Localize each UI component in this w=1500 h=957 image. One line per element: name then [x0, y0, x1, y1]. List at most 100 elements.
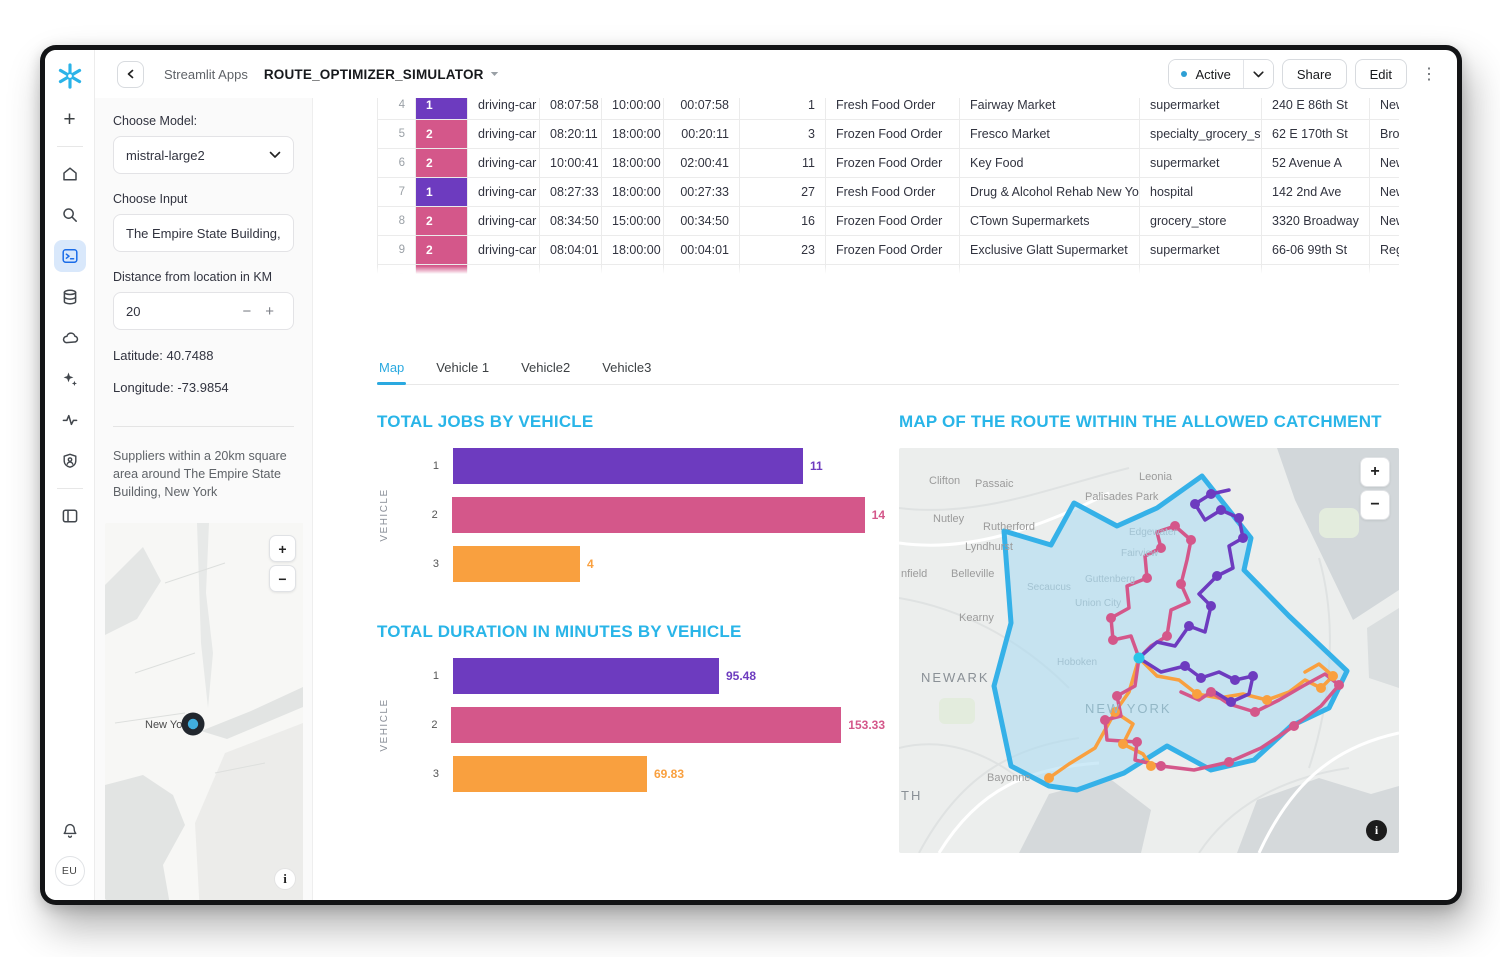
admin-shield-icon[interactable]	[54, 445, 86, 477]
sparkles-ai-icon[interactable]	[54, 363, 86, 395]
table-cell: 9	[377, 235, 416, 265]
minimap-zoom-in-button[interactable]: +	[269, 535, 296, 563]
route-stop-marker[interactable]	[1132, 737, 1142, 747]
bar-row: 3 69.83	[421, 756, 885, 792]
tab-vehicle2[interactable]: Vehicle2	[521, 360, 571, 375]
panel-toggle-icon[interactable]	[54, 500, 86, 532]
more-options-icon[interactable]: ⋮	[1421, 66, 1437, 83]
search-icon[interactable]	[54, 199, 86, 231]
home-icon[interactable]	[54, 158, 86, 190]
route-stop-marker[interactable]	[1328, 671, 1338, 681]
route-stop-marker[interactable]	[1289, 721, 1299, 731]
route-stop-marker[interactable]	[1206, 601, 1216, 611]
route-stop-marker[interactable]	[1206, 687, 1216, 697]
breadcrumb[interactable]: Streamlit Apps	[164, 66, 248, 82]
edit-button[interactable]: Edit	[1354, 59, 1407, 89]
duration-by-vehicle-chart: TOTAL DURATION IN MINUTES BY VEHICLE VEH…	[377, 622, 885, 792]
table-row[interactable]: 6 2 driving-car 10:00:41 18:00:00 02:00:41 11 F…	[377, 148, 1399, 178]
route-stop-marker[interactable]	[1316, 683, 1326, 693]
route-stop-marker[interactable]	[1196, 673, 1206, 683]
table-row[interactable]: 5 2 driving-car 08:20:11 18:00:00 00:20:11 3 Fr…	[377, 119, 1399, 149]
notifications-bell-icon[interactable]	[54, 815, 86, 847]
database-icon[interactable]	[54, 281, 86, 313]
route-stop-marker[interactable]	[1180, 661, 1190, 671]
route-stop-marker[interactable]	[1334, 680, 1344, 690]
route-stop-marker[interactable]	[1230, 675, 1240, 685]
minimap-zoom-out-button[interactable]: −	[269, 565, 296, 593]
route-stop-marker[interactable]	[1106, 613, 1116, 623]
bar-vehicle-2[interactable]	[451, 707, 842, 743]
new-plus-button[interactable]: +	[63, 107, 76, 131]
minimap-info-button[interactable]: i	[274, 868, 296, 890]
sidebar-minimap[interactable]: New Yo + − i	[105, 523, 306, 900]
table-row[interactable]: 7 1 driving-car 08:27:33 18:00:00 00:27:33 27 F…	[377, 177, 1399, 207]
bar-vehicle-3[interactable]	[453, 756, 647, 792]
status-chevron-button[interactable]	[1242, 60, 1273, 88]
route-stop-marker[interactable]	[1044, 773, 1054, 783]
user-avatar[interactable]: EU	[54, 856, 85, 886]
app-title-text: ROUTE_OPTIMIZER_SIMULATOR	[263, 66, 484, 82]
status-split-button[interactable]: Active	[1168, 59, 1274, 89]
location-input[interactable]: The Empire State Building, Ne	[113, 214, 294, 252]
route-stop-marker[interactable]	[1192, 689, 1202, 699]
route-stop-marker[interactable]	[1170, 521, 1180, 531]
bar-vehicle-1[interactable]	[453, 448, 803, 484]
distance-stepper[interactable]: 20 − +	[113, 292, 294, 330]
back-button[interactable]	[117, 60, 144, 88]
route-stop-marker[interactable]	[1262, 695, 1272, 705]
table-cell: 00:20:11	[663, 119, 740, 149]
page-title[interactable]: ROUTE_OPTIMIZER_SIMULATOR	[264, 67, 499, 82]
share-button[interactable]: Share	[1281, 59, 1347, 89]
map-info-button[interactable]: i	[1366, 820, 1387, 841]
route-map[interactable]: Clifton Passaic Leonia Palisades Park Ruther…	[899, 448, 1399, 853]
route-stop-marker[interactable]	[1234, 513, 1244, 523]
bar-vehicle-2[interactable]	[451, 497, 865, 533]
chevron-down-icon	[1253, 70, 1264, 77]
model-select[interactable]: mistral-large2	[113, 136, 294, 174]
cloud-icon[interactable]	[54, 322, 86, 354]
route-stop-marker[interactable]	[1142, 573, 1152, 583]
route-stop-marker[interactable]	[1146, 761, 1156, 771]
route-stop-marker[interactable]	[1108, 635, 1118, 645]
route-stop-marker[interactable]	[1238, 533, 1248, 543]
bar-vehicle-1[interactable]	[453, 658, 719, 694]
table-cell: driving-car	[467, 98, 540, 120]
bar-vehicle-3[interactable]	[453, 546, 580, 582]
route-stop-marker[interactable]	[1162, 631, 1172, 641]
route-stop-marker[interactable]	[1110, 707, 1120, 717]
orders-dataframe[interactable]: 4 1 driving-car 08:07:58 10:00:00 00:07:58 1 Fr…	[377, 98, 1399, 274]
table-row[interactable]: 9 2 driving-car 08:04:01 18:00:00 00:04:01 23 F…	[377, 235, 1399, 265]
route-stop-marker[interactable]	[1190, 499, 1200, 509]
map-town-label: Passaic	[975, 478, 1014, 490]
map-zoom-out-button[interactable]: −	[1360, 490, 1390, 520]
route-stop-marker[interactable]	[1224, 757, 1234, 767]
tab-vehicle-1[interactable]: Vehicle 1	[436, 360, 490, 375]
route-stop-marker[interactable]	[1226, 697, 1236, 707]
stepper-minus-button[interactable]: −	[242, 302, 252, 320]
route-stop-marker[interactable]	[1118, 739, 1128, 749]
table-row[interactable]: 102	[377, 264, 1399, 274]
tab-vehicle3[interactable]: Vehicle3	[602, 360, 652, 375]
table-row[interactable]: 4 1 driving-car 08:07:58 10:00:00 00:07:58 1 Fr…	[377, 98, 1399, 120]
route-stop-marker[interactable]	[1156, 761, 1166, 771]
stepper-plus-button[interactable]: +	[265, 302, 274, 320]
map-zoom-in-button[interactable]: +	[1360, 457, 1390, 487]
route-stop-marker[interactable]	[1156, 543, 1166, 553]
table-cell: grocery_store	[1139, 206, 1262, 236]
route-stop-marker[interactable]	[1216, 505, 1226, 515]
worksheets-terminal-icon[interactable]	[53, 240, 86, 272]
route-stop-marker[interactable]	[1112, 691, 1122, 701]
route-stop-marker[interactable]	[1176, 579, 1186, 589]
table-row[interactable]: 8 2 driving-car 08:34:50 15:00:00 00:34:50 16 F…	[377, 206, 1399, 236]
route-stop-marker[interactable]	[1184, 621, 1194, 631]
route-stop-marker[interactable]	[1100, 715, 1110, 725]
tab-map[interactable]: Map	[377, 354, 407, 385]
status-badge[interactable]: Active	[1169, 60, 1243, 88]
route-stop-marker[interactable]	[1248, 671, 1258, 681]
route-stop-marker[interactable]	[1186, 535, 1196, 545]
route-stop-marker[interactable]	[1212, 571, 1222, 581]
activity-icon[interactable]	[54, 404, 86, 436]
route-stop-marker[interactable]	[1206, 489, 1216, 499]
table-cell: New	[1369, 177, 1399, 207]
route-stop-marker[interactable]	[1250, 707, 1260, 717]
